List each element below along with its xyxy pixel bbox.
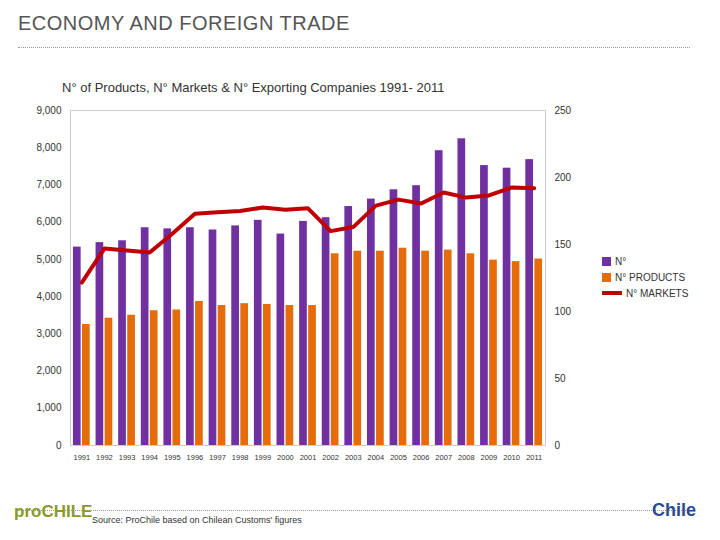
svg-text:150: 150: [555, 239, 572, 250]
svg-text:1997: 1997: [209, 453, 226, 462]
svg-text:2000: 2000: [277, 453, 294, 462]
svg-text:5,000: 5,000: [36, 254, 61, 265]
svg-text:50: 50: [555, 373, 567, 384]
svg-text:2004: 2004: [368, 453, 385, 462]
html-text:N° MARKETS: N° MARKETS: [626, 287, 689, 299]
svg-text:2007: 2007: [435, 453, 452, 462]
html-text:ECONOMY AND FOREIGN TRADE: ECONOMY AND FOREIGN TRADE: [18, 12, 350, 34]
html-text:proCHILESource: ProChile based: proCHILESource: ProChile based on Chilea…: [14, 502, 302, 525]
svg-text:1991: 1991: [73, 453, 90, 462]
svg-text:1993: 1993: [119, 453, 136, 462]
svg-text:1998: 1998: [232, 453, 249, 462]
svg-text:9,000: 9,000: [36, 105, 61, 116]
svg-text:3,000: 3,000: [36, 328, 61, 339]
svg-text:7,000: 7,000: [36, 179, 61, 190]
html-text:N° PRODUCTS: N° PRODUCTS: [615, 271, 686, 283]
html-text:Chile: Chile: [652, 500, 696, 520]
svg-text:0: 0: [56, 440, 62, 451]
svg-text:1999: 1999: [254, 453, 271, 462]
svg-text:0: 0: [555, 440, 561, 451]
svg-text:4,000: 4,000: [36, 291, 61, 302]
svg-text:2009: 2009: [481, 453, 498, 462]
svg-text:2008: 2008: [458, 453, 475, 462]
html-text:N° of Products, N° Markets & N: N° of Products, N° Markets & N° Exportin…: [62, 80, 445, 95]
svg-text:2010: 2010: [503, 453, 520, 462]
svg-text:1996: 1996: [187, 453, 204, 462]
svg-text:1995: 1995: [164, 453, 181, 462]
svg-text:6,000: 6,000: [36, 216, 61, 227]
svg-text:1,000: 1,000: [36, 402, 61, 413]
svg-text:8,000: 8,000: [36, 142, 61, 153]
svg-text:2003: 2003: [345, 453, 362, 462]
svg-text:1992: 1992: [96, 453, 113, 462]
svg-text:1994: 1994: [141, 453, 158, 462]
svg-text:2002: 2002: [322, 453, 339, 462]
svg-text:2006: 2006: [413, 453, 430, 462]
svg-text:2001: 2001: [300, 453, 317, 462]
svg-text:2,000: 2,000: [36, 365, 61, 376]
svg-text:250: 250: [555, 105, 572, 116]
html-text:N°: N°: [615, 255, 627, 267]
svg-text:2011: 2011: [526, 453, 542, 462]
svg-text:200: 200: [555, 172, 572, 183]
svg-text:100: 100: [555, 306, 572, 317]
svg-text:2005: 2005: [390, 453, 407, 462]
